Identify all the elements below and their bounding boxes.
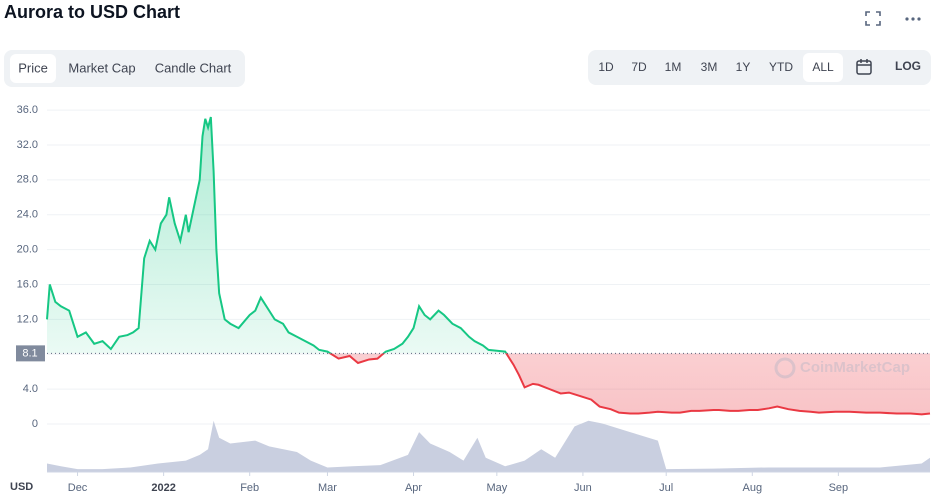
range-button[interactable]: 7D [631,60,647,74]
x-tick-label: 2022 [151,482,175,494]
y-tick-label: 24.0 [17,209,38,221]
y-tick-label: 32.0 [17,139,38,151]
tab[interactable]: Candle Chart [155,60,232,75]
tab-bar [4,50,245,87]
range-bar [588,50,931,85]
x-tick-label: Aug [743,482,763,494]
calendar-icon[interactable] [856,59,872,75]
volume-area [47,420,930,472]
range-button[interactable]: 1M [665,60,682,74]
x-tick-label: Sep [829,482,849,494]
y-tick-label: 28.0 [17,174,38,186]
y-tick-label: 12.0 [17,313,38,325]
calendar-top [857,59,871,66]
x-tick-label: Mar [318,482,337,494]
tab[interactable]: Price [18,60,48,75]
current-price-label: 8.1 [22,347,37,359]
y-tick-label: 4.0 [23,383,38,395]
y-tick-label: 20.0 [17,244,38,256]
x-tick-label: Jun [574,482,592,494]
x-tick-label: Jul [659,482,673,494]
range-button[interactable]: 1D [598,60,614,74]
range-button[interactable]: 1Y [736,60,751,74]
x-tick-label: Dec [68,482,88,494]
more-icon[interactable] [905,17,921,21]
range-button[interactable]: 3M [701,60,718,74]
chart-title: Aurora to USD Chart [4,2,180,22]
price-line-down [328,353,931,416]
x-tick-label: Apr [405,482,422,494]
watermark: CoinMarketCap [774,357,910,379]
y-tick-label: 16.0 [17,278,38,290]
x-tick-label: Feb [240,482,259,494]
current-price-box [16,345,45,362]
currency-label: USD [10,481,33,493]
watermark-logo [774,357,796,379]
watermark-text: CoinMarketCap [800,359,910,376]
tab-active [10,54,56,83]
price-line-up [46,116,508,354]
fullscreen-icon[interactable] [865,11,881,26]
x-tick-label: May [486,482,507,494]
range-active [803,53,843,82]
range-button[interactable]: YTD [769,60,793,74]
tab[interactable]: Market Cap [68,60,135,75]
calendar-body [856,60,872,75]
area-down [330,353,930,415]
range-button[interactable]: ALL [812,60,834,74]
y-tick-label: 0 [32,418,38,430]
log-button[interactable]: LOG [895,59,921,73]
y-tick-label: 36.0 [17,104,38,116]
